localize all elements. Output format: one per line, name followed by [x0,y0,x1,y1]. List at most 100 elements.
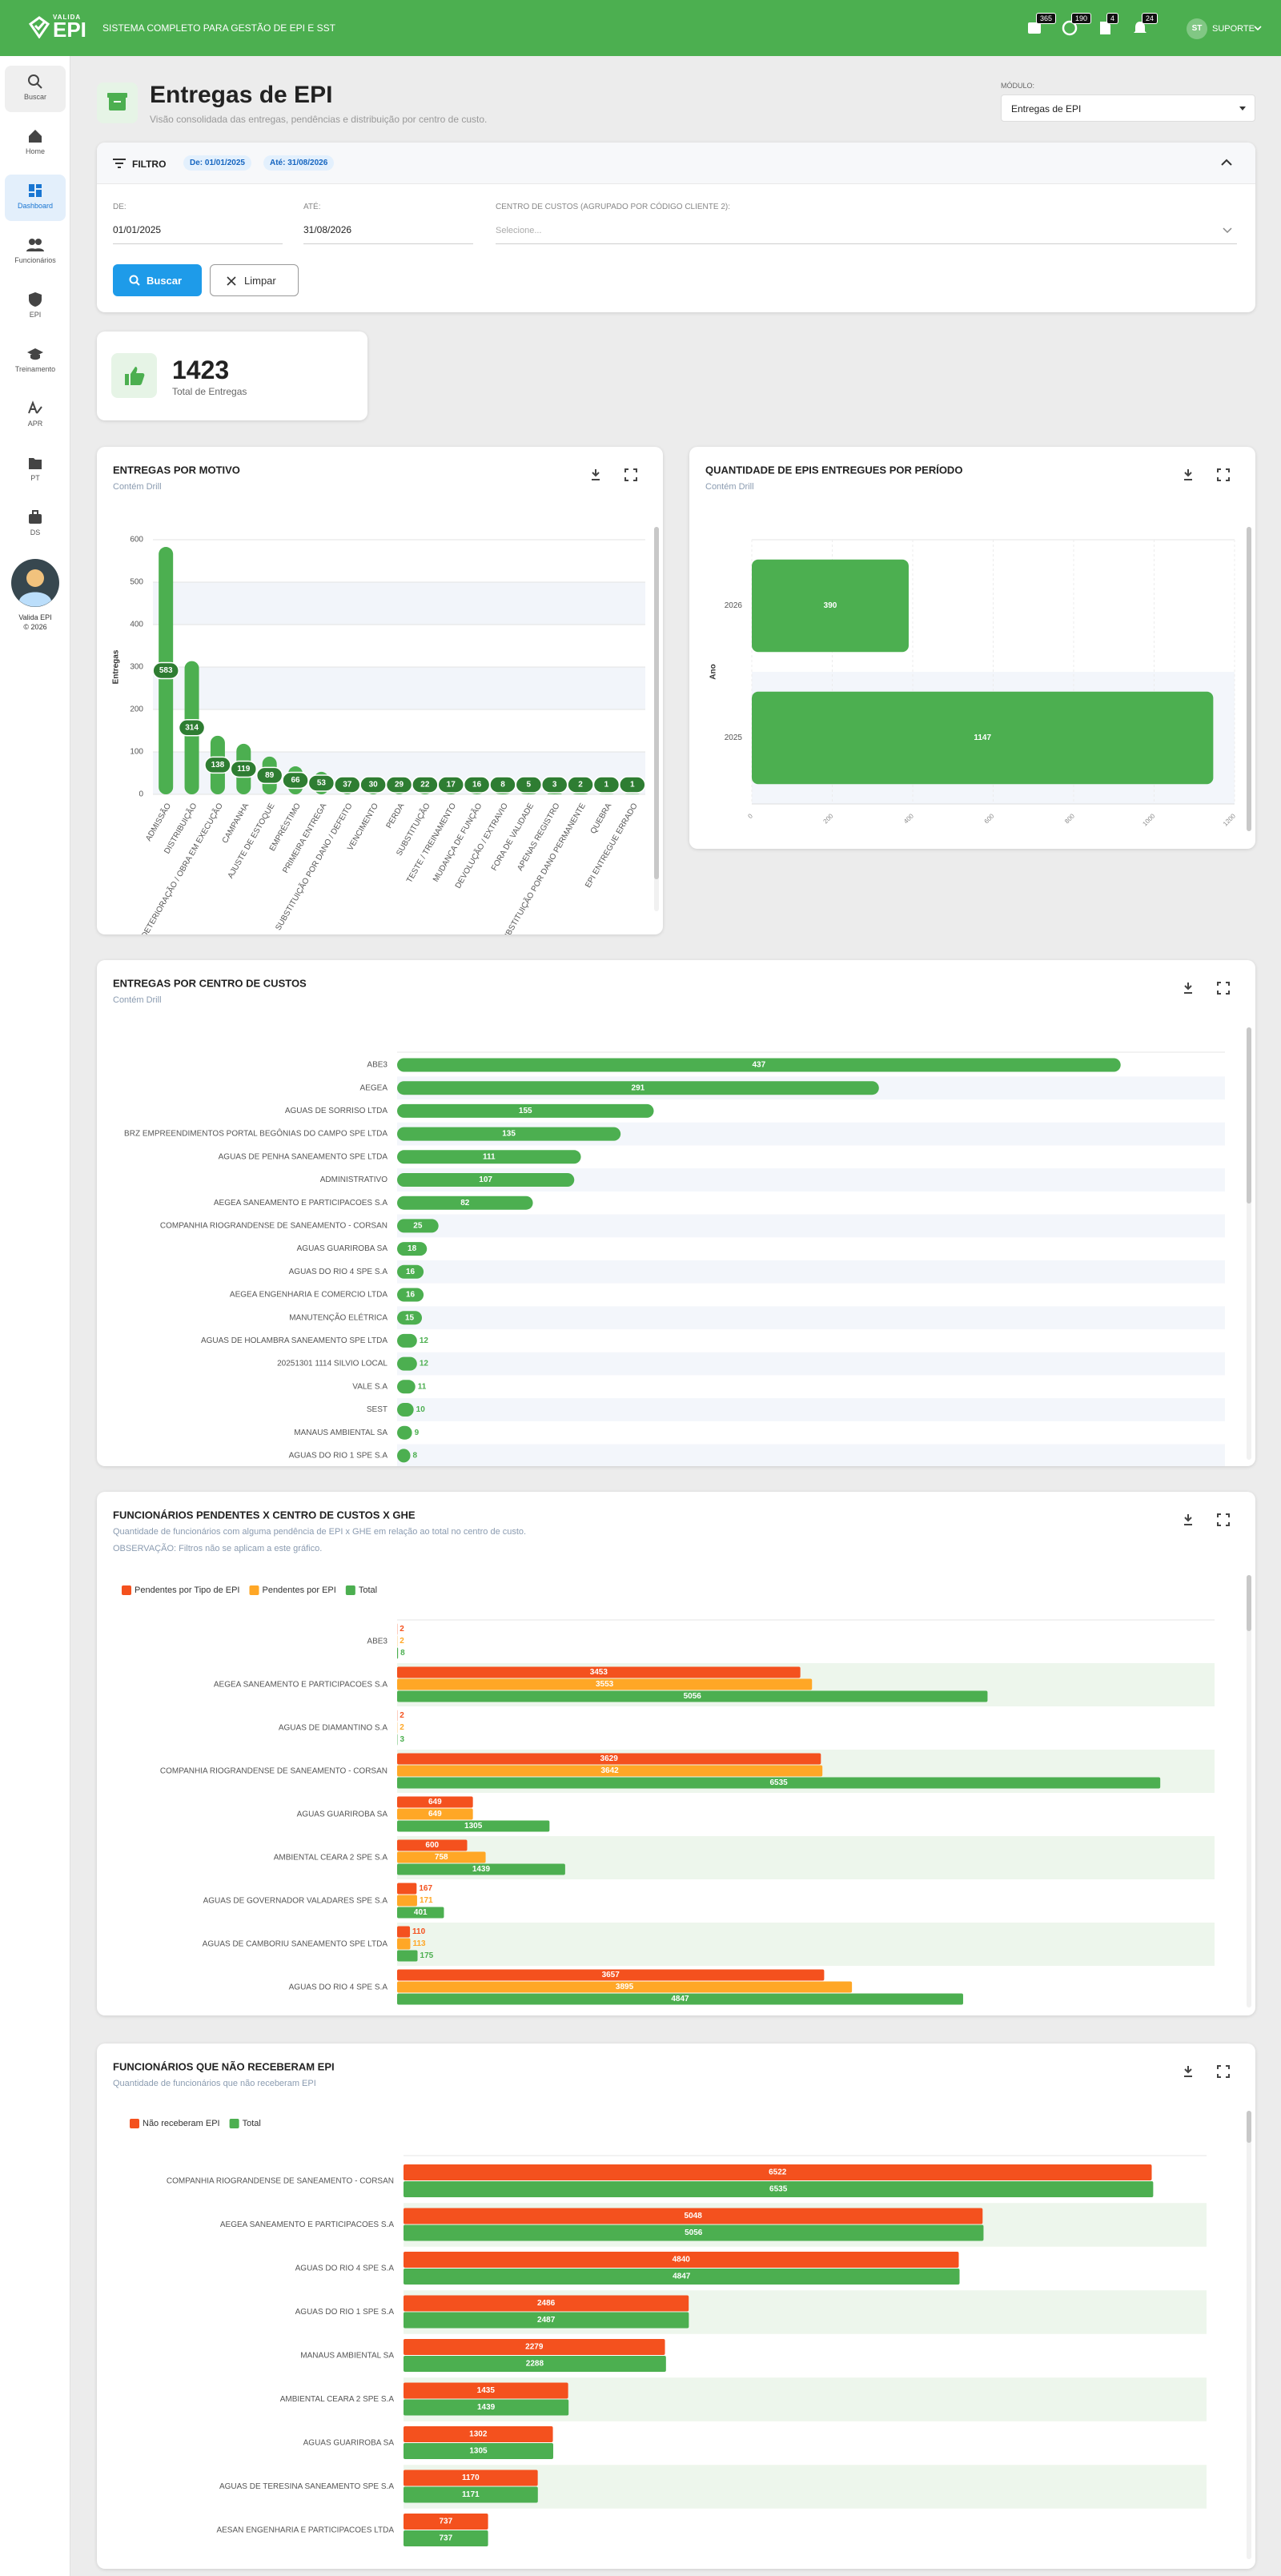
filter-label: FILTRO [132,159,167,170]
filter-header[interactable]: FILTRO De: 01/01/2025 Até: 31/08/2026 [97,143,1255,184]
y-tick-label: 400 [130,621,143,629]
download-icon[interactable] [592,469,600,480]
category-label: AGUAS GUARIROBA SA [303,2439,395,2448]
download-icon[interactable] [1184,983,1192,994]
value-label: 2 [400,1711,404,1720]
category-label: AGUAS GUARIROBA SA [297,1810,388,1819]
bar [397,1753,821,1765]
value-label: 1170 [462,2474,480,2482]
select-caret [1223,227,1232,234]
bar [404,2164,1152,2180]
nav-item[interactable]: APR [5,392,66,439]
nav-item[interactable]: PT [5,447,66,493]
value-label: 5056 [685,2228,703,2237]
download-icon[interactable] [1184,469,1192,480]
scroll-thumb[interactable] [1247,1027,1251,1204]
value-label: 29 [395,781,404,790]
nav-label: Home [25,147,45,155]
collapse-icon[interactable] [1221,159,1232,167]
value-label: 25 [413,1222,423,1231]
notif-icon[interactable]: 190 [1062,13,1092,37]
row-band [397,1923,1215,1966]
category-label: MANAUS AMBIENTAL SA [294,1429,388,1437]
clear-button[interactable]: Limpar [210,264,299,296]
scroll-thumb[interactable] [1247,527,1251,831]
module-select[interactable]: Entregas de EPI [1001,94,1255,122]
field-label: CENTRO DE CUSTOS (AGRUPADO POR CÓDIGO CL… [496,203,730,211]
nav-item[interactable]: Treinamento [5,338,66,384]
scroll-thumb[interactable] [1247,1575,1251,1631]
value-label: 3657 [602,1971,620,1979]
value-label: 1 [630,781,635,790]
value-label: 16 [406,1268,416,1276]
filter-chip: De: 01/01/2025 [183,155,251,171]
nav-label: APR [27,420,43,428]
nav-item[interactable]: Home [5,120,66,167]
category-label: AESAN ENGENHARIA E PARTICIPACOES LTDA [216,2526,394,2535]
category-label: ABE3 [367,1061,388,1070]
value-label: 16 [472,781,482,790]
field-value[interactable]: 01/01/2025 [113,224,162,235]
row-band [397,1398,1225,1421]
notif-icon[interactable]: 4 [1097,13,1119,37]
category-label: AGUAS DE GOVERNADOR VALADARES SPE S.A [203,1897,388,1906]
fullscreen-icon[interactable] [624,468,637,481]
value-label: 110 [412,1927,426,1936]
legend-label: Total [243,2119,261,2128]
category-label: ABE3 [367,1638,388,1646]
scroll-thumb[interactable] [654,527,659,879]
fullscreen-icon[interactable] [1217,468,1230,481]
user-avatar[interactable]: ST [1187,18,1207,39]
value-label: 1302 [469,2430,488,2439]
nav-item[interactable]: Funcionários [5,229,66,275]
value-label: 6535 [769,1778,788,1787]
nav-item[interactable]: Buscar [5,66,66,112]
bar [404,2382,568,2399]
x-tick-label: 0 [746,812,754,820]
value-label: 3895 [616,1983,634,1991]
fullscreen-icon[interactable] [1217,2065,1230,2078]
legend-swatch [345,1585,355,1595]
nav-item[interactable]: EPI [5,283,66,330]
value-label: 291 [632,1083,645,1092]
x-tick-label: 600 [983,812,996,825]
legend-swatch [229,2119,239,2128]
scroll-thumb[interactable] [1247,2111,1251,2143]
notif-icon[interactable]: 24 [1132,13,1159,37]
value-label: 5 [527,781,532,790]
notif-icon[interactable]: 365 [1026,13,1057,37]
bar [397,1127,621,1141]
category-label: AGUAS DO RIO 4 SPE S.A [289,1268,388,1276]
chart-title: ENTREGAS POR MOTIVO [113,464,240,476]
nav-item[interactable]: DS [5,501,66,548]
download-icon[interactable] [1184,1514,1192,1525]
fullscreen-icon[interactable] [1217,982,1230,995]
chart-subtitle: Contém Drill [705,482,754,492]
fullscreen-icon[interactable] [1217,1513,1230,1526]
field-value[interactable]: 31/08/2026 [303,224,352,235]
bar [397,1895,417,1907]
y-axis-label: Ano [709,664,718,679]
bar [397,1938,411,1950]
brand: EPI [53,18,86,42]
bar [397,1311,423,1325]
bar [397,1883,417,1895]
nav-item[interactable]: Dashboard [5,175,66,221]
bar [404,2312,689,2329]
bar [397,1820,550,1832]
download-icon[interactable] [1184,2066,1192,2077]
value-label: 3 [400,1735,404,1744]
value-label-bg [255,766,283,785]
field-placeholder[interactable]: Selecione... [496,226,542,235]
value-label-bg [178,719,206,737]
value-label: 390 [824,601,837,610]
value-label: 4847 [671,1995,689,2003]
category-label: AGUAS DE SORRISO LTDA [285,1107,388,1115]
search-button[interactable]: Buscar [113,264,202,296]
nav-label: DS [30,528,41,536]
user-name[interactable]: SUPORTE [1212,24,1255,34]
value-label: 37 [343,781,352,790]
value-label: 2 [578,781,583,790]
bar [397,1678,813,1690]
x-tick-label: 400 [902,812,915,825]
